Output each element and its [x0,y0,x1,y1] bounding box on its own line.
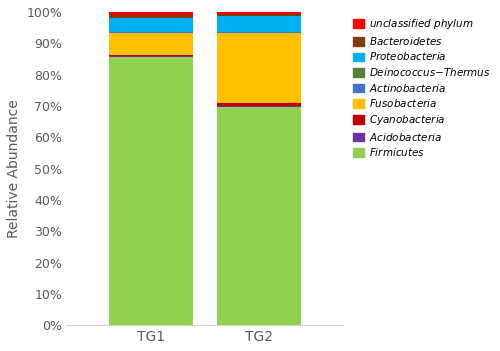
Bar [109,18,193,32]
Bar [109,54,193,56]
Bar [217,33,301,103]
Bar [109,12,193,15]
Bar [109,33,193,54]
Bar [217,106,301,107]
Bar [109,15,193,18]
Y-axis label: Relative Abundance: Relative Abundance [7,99,21,238]
Bar [217,107,301,325]
Bar [217,14,301,16]
Bar [217,16,301,32]
Bar [217,103,301,106]
Bar [109,57,193,325]
Bar [109,56,193,57]
Legend: $\it{unclassified\ phylum}$, $\it{Bacteroidetes}$, $\it{Proteobacteria}$, $\it{D: $\it{unclassified\ phylum}$, $\it{Bacter… [354,17,491,158]
Bar [217,12,301,14]
